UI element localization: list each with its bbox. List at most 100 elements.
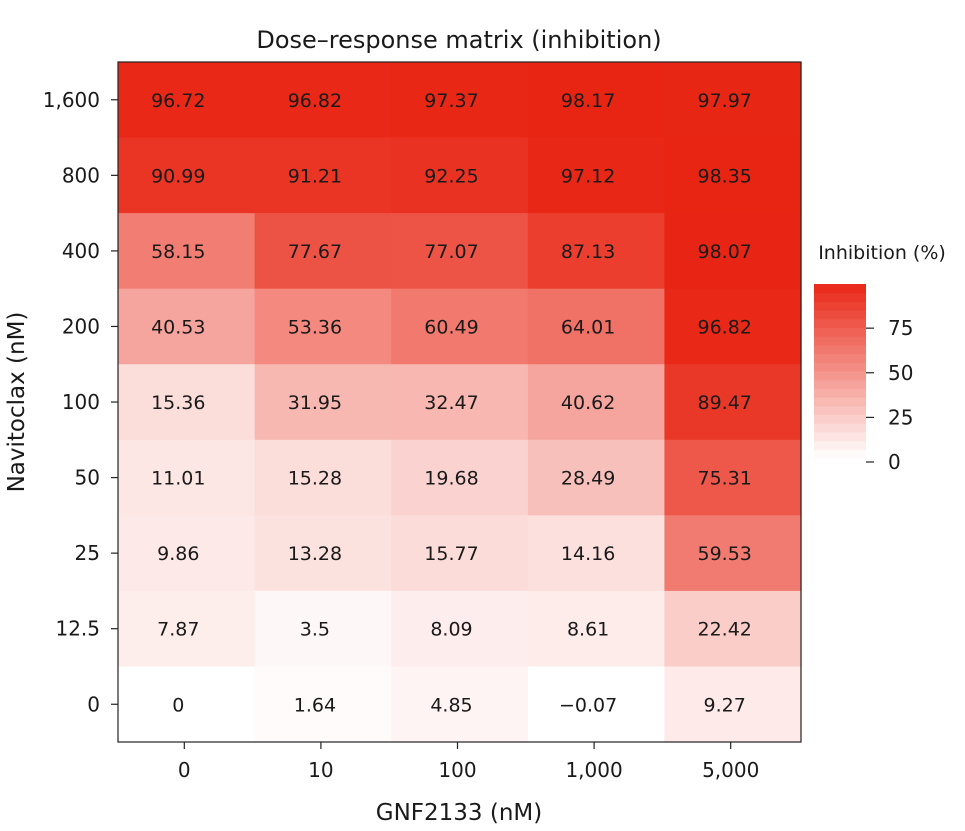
heatmap-cells [118, 62, 802, 743]
cell-value-label: 91.21 [288, 165, 342, 187]
heatmap-cell [527, 364, 665, 441]
colorbar-step [814, 336, 866, 346]
cell-value-label: 89.47 [697, 392, 751, 414]
colorbar-step [814, 423, 866, 433]
x-axis-title: GNF2133 (nM) [376, 800, 542, 826]
cell-value-label: 98.07 [697, 241, 751, 263]
heatmap-cell [254, 515, 392, 592]
heatmap-cell [391, 666, 529, 743]
colorbar-step [814, 310, 866, 320]
colorbar-step [814, 292, 866, 302]
x-tick-label: 1,000 [565, 758, 622, 782]
cell-value-label: 4.85 [430, 694, 472, 716]
y-tick-label: 400 [62, 239, 100, 263]
colorbar-tick-label: 50 [888, 361, 913, 385]
cell-value-label: 7.87 [157, 619, 199, 641]
heatmap-cell [664, 364, 802, 441]
y-tick-label: 25 [75, 541, 100, 565]
cell-value-label: −0.07 [559, 694, 617, 716]
colorbar-step [814, 327, 866, 337]
heatmap-cell [118, 439, 256, 516]
heatmap-cell [664, 439, 802, 516]
cell-value-label: 13.28 [288, 543, 342, 565]
heatmap-cell [391, 213, 529, 290]
cell-value-label: 32.47 [424, 392, 478, 414]
colorbar-step [814, 414, 866, 424]
heatmap-cell [118, 288, 256, 365]
cell-value-label: 58.15 [151, 241, 205, 263]
cell-value-label: 97.97 [697, 90, 751, 112]
colorbar-step [814, 284, 866, 294]
heatmap-cell [527, 666, 665, 743]
x-tick-label: 5,000 [702, 758, 759, 782]
cell-value-label: 40.62 [561, 392, 615, 414]
cell-value-label: 96.82 [697, 316, 751, 338]
cell-value-label: 8.09 [430, 619, 472, 641]
colorbar-title: Inhibition (%) [818, 242, 946, 264]
x-tick-label: 0 [178, 758, 191, 782]
y-tick-label: 12.5 [55, 617, 100, 641]
colorbar-step [814, 405, 866, 415]
colorbar-tick-label: 0 [888, 450, 901, 474]
cell-value-label: 59.53 [697, 543, 751, 565]
y-tick-label: 1,600 [43, 88, 100, 112]
colorbar-tick-label: 25 [888, 405, 913, 429]
colorbar-ticks: 0 25 50 75 [866, 316, 913, 474]
heatmap-cell [527, 288, 665, 365]
heatmap-cell [664, 62, 802, 139]
heatmap-cell [664, 137, 802, 214]
cell-value-label: 98.35 [697, 165, 751, 187]
cell-value-label: 15.28 [288, 468, 342, 490]
cell-value-label: 15.36 [151, 392, 205, 414]
colorbar-step [814, 301, 866, 311]
heatmap-cell [254, 62, 392, 139]
colorbar-step [814, 344, 866, 355]
chart-title: Dose–response matrix (inhibition) [256, 26, 661, 54]
cell-value-label: 15.77 [424, 543, 478, 565]
cell-value-label: 60.49 [424, 316, 478, 338]
heatmap-cell [391, 288, 529, 365]
cell-value-label: 92.25 [424, 165, 478, 187]
x-axis: 0 10 100 1,000 5,000 [178, 742, 759, 782]
heatmap-cell [527, 515, 665, 592]
cell-value-label: 97.37 [424, 90, 478, 112]
cell-value-label: 97.12 [561, 165, 615, 187]
heatmap-cell [254, 666, 392, 743]
cell-value-label: 77.67 [288, 241, 342, 263]
heatmap-cell [391, 439, 529, 516]
colorbar-step [814, 362, 866, 372]
cell-value-label: 22.42 [697, 619, 751, 641]
cell-value-label: 8.61 [567, 619, 609, 641]
heatmap-cell [527, 213, 665, 290]
cell-value-label: 90.99 [151, 165, 205, 187]
heatmap-cell [254, 137, 392, 214]
heatmap-cell-labels: 96.72 96.82 97.37 98.17 97.97 90.99 91.21 92.25… [151, 90, 752, 716]
cell-value-label: 96.72 [151, 90, 205, 112]
heatmap-cell [527, 590, 665, 668]
cell-value-label: 9.86 [157, 543, 199, 565]
heatmap-cell [118, 137, 256, 214]
cell-value-label: 19.68 [424, 468, 478, 490]
colorbar-step [814, 379, 866, 389]
heatmap-cell [254, 439, 392, 516]
cell-value-label: 14.16 [561, 543, 615, 565]
cell-value-label: 75.31 [697, 468, 751, 490]
heatmap-cell [664, 590, 802, 668]
cell-value-label: 31.95 [288, 392, 342, 414]
heatmap-cell [254, 590, 392, 668]
colorbar: Inhibition (%) 0 25 50 75 [814, 242, 946, 474]
heatmap-cell [664, 288, 802, 365]
y-tick-label: 100 [62, 390, 100, 414]
heatmap-cell [664, 666, 802, 743]
heatmap-cell [391, 137, 529, 214]
colorbar-tick-label: 75 [888, 316, 913, 340]
colorbar-step [814, 431, 866, 442]
colorbar-step [814, 397, 866, 407]
heatmap-cell [118, 515, 256, 592]
colorbar-gradient [814, 284, 866, 459]
cell-value-label: 87.13 [561, 241, 615, 263]
y-axis: 1,600 800 400 200 100 50 25 12.5 0 [43, 88, 118, 716]
heatmap-cell [118, 62, 256, 139]
